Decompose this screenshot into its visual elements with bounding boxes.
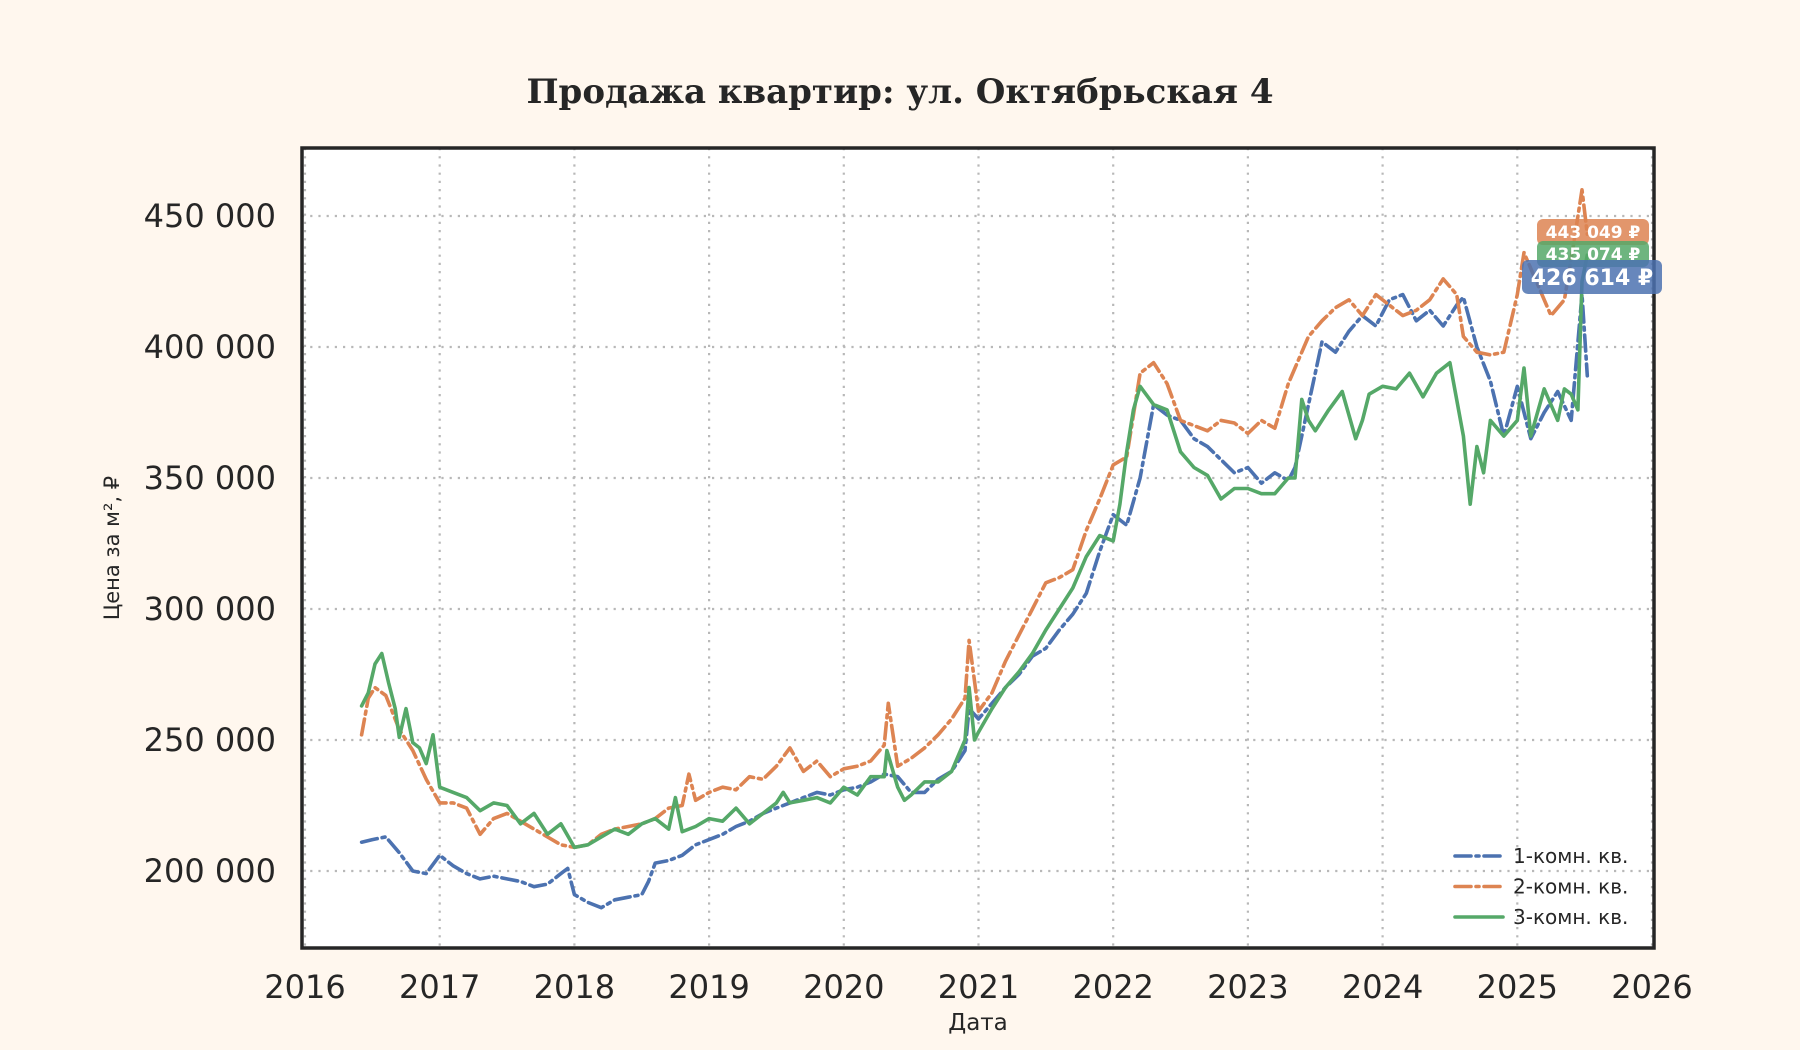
y-tick-label: 200 000 [144,852,276,890]
x-tick-label: 2018 [534,968,615,1006]
x-tick-label: 2026 [1611,968,1692,1006]
x-tick-label: 2022 [1072,968,1153,1006]
series-lines [359,188,1590,910]
legend: 1-комн. кв. 2-комн. кв. 3-комн. кв. [1453,844,1628,929]
x-axis-label: Дата [948,1010,1008,1036]
axis-ticks: 2016 2017 2018 2019 2020 2021 2022 2023 2024 2025… [144,197,1693,1006]
x-tick-label: 2016 [264,968,345,1006]
x-tick-label: 2017 [399,968,480,1006]
x-tick-label: 2019 [668,968,749,1006]
legend-label: 2-комн. кв. [1513,875,1628,899]
y-tick-label: 300 000 [144,590,276,628]
value-badge [1522,260,1662,294]
y-tick-label: 450 000 [144,197,276,235]
chart-title: Продажа квартир: ул. Октябрьская 4 [526,72,1274,112]
x-tick-label: 2023 [1207,968,1288,1006]
x-tick-label: 2024 [1342,968,1423,1006]
value-badge-text: 443 049 ₽ [1546,223,1641,243]
value-badge [1537,219,1649,245]
legend-label: 3-комн. кв. [1513,905,1628,929]
x-tick-label: 2021 [938,968,1019,1006]
x-tick-label: 2020 [803,968,884,1006]
legend-label: 1-комн. кв. [1513,844,1628,868]
series-line-2-комн-кв- [359,188,1590,850]
y-tick-label: 400 000 [144,328,276,366]
series-line-3-комн-кв- [359,253,1590,850]
plot-frame [300,146,1656,950]
plot-border [300,146,1656,950]
y-tick-label: 350 000 [144,459,276,497]
y-tick-label: 250 000 [144,721,276,759]
last-value-labels: 443 049 ₽435 074 ₽426 614 ₽ [1522,219,1662,294]
plot-background [302,148,1654,948]
x-tick-label: 2025 [1477,968,1558,1006]
value-badge-text: 426 614 ₽ [1531,266,1653,291]
series-line-1-комн-кв- [359,292,1590,910]
